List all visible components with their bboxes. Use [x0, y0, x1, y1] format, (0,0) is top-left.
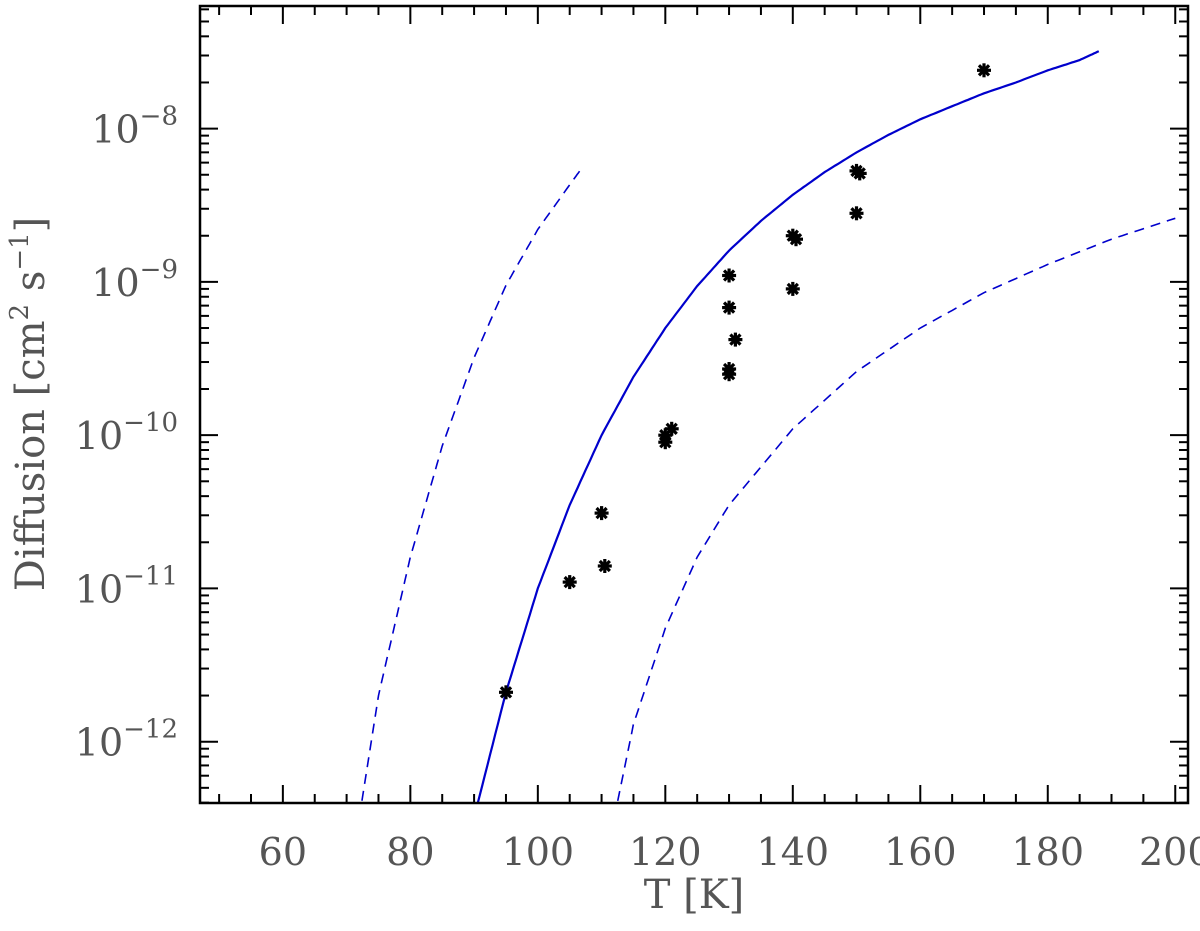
y-tick-label-exponent: −10	[123, 408, 178, 438]
y-axis-label-text: Diffusion [cm	[8, 320, 54, 591]
data-point	[785, 281, 800, 296]
y-tick-label: 10−8	[91, 102, 178, 152]
y-tick-label-base: 10	[91, 261, 139, 305]
data-point	[664, 421, 679, 436]
y-tick-label-base: 10	[75, 567, 123, 611]
y-axis-label-mid: s	[8, 271, 54, 304]
data-point	[977, 63, 991, 78]
y-tick-label-base: 10	[75, 414, 123, 458]
tick-layer	[200, 6, 1188, 804]
data-point	[722, 300, 737, 315]
y-tick-label-exponent: −12	[123, 715, 178, 745]
y-tick-label-base: 10	[75, 721, 123, 765]
data-point	[849, 206, 864, 221]
data-point	[594, 506, 609, 521]
y-tick-label-exponent: −9	[140, 255, 178, 285]
x-tick-label: 180	[1012, 830, 1085, 874]
data-point	[597, 559, 612, 573]
plot-frame	[198, 4, 1190, 805]
data-point	[852, 166, 867, 181]
y-tick-label-exponent: −11	[123, 561, 178, 591]
bound-curve-2	[616, 217, 1176, 803]
x-tick-label: 100	[502, 830, 575, 874]
x-tick-label: 60	[259, 830, 307, 874]
y-tick-label: 10−9	[91, 255, 178, 305]
y-tick-label: 10−11	[75, 561, 178, 611]
data-point	[722, 367, 737, 382]
data-point	[728, 332, 743, 347]
bound-curve-1	[360, 166, 584, 803]
data-point-layer	[499, 63, 991, 700]
y-axis-label-sup-1: 2	[5, 304, 35, 321]
y-tick-label: 10−12	[75, 715, 178, 765]
fit-curve	[476, 50, 1100, 803]
y-axis-label: Diffusion [cm2 s−1]	[5, 217, 54, 592]
x-tick-label: 120	[629, 830, 702, 874]
data-point	[562, 575, 577, 590]
y-axis-label-sup-2: −1	[5, 232, 35, 270]
x-axis-label: T [K]	[644, 872, 745, 918]
data-point	[499, 685, 513, 700]
tick-label-layer: 60 80 100 120 140 160 180 20010−1210−1110−1010−…	[75, 102, 1200, 874]
x-tick-label: 200	[1139, 830, 1200, 874]
y-tick-label: 10−10	[75, 408, 178, 458]
y-tick-label-base: 10	[91, 108, 139, 152]
curve-layer	[360, 50, 1176, 803]
y-axis-label-close: ]	[8, 217, 54, 233]
x-tick-label: 140	[757, 830, 830, 874]
data-point	[722, 268, 737, 283]
data-point	[789, 232, 803, 247]
x-tick-label: 80	[386, 830, 434, 874]
x-tick-label: 160	[884, 830, 957, 874]
y-tick-label-exponent: −8	[140, 102, 178, 132]
